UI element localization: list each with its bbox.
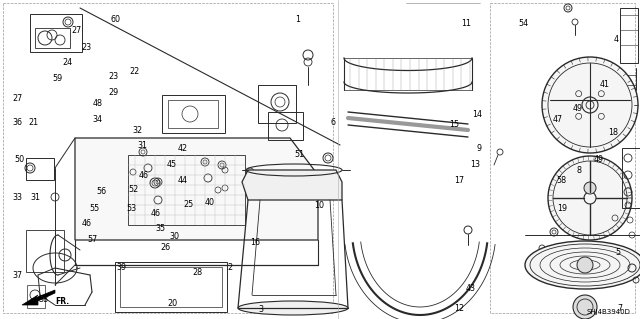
Text: 24: 24 — [62, 58, 72, 67]
Circle shape — [577, 257, 593, 273]
Text: 37: 37 — [13, 271, 23, 280]
Text: 19: 19 — [557, 204, 567, 213]
Text: 1: 1 — [295, 15, 300, 24]
Text: FR.: FR. — [55, 298, 69, 307]
Text: 51: 51 — [294, 150, 305, 159]
Text: 26: 26 — [160, 243, 170, 252]
Bar — [620, 8, 638, 63]
Text: 45: 45 — [166, 160, 177, 169]
Bar — [3, 3, 333, 313]
Text: 43: 43 — [465, 284, 476, 293]
Text: 46: 46 — [150, 209, 161, 218]
Bar — [26, 158, 54, 180]
Text: 6: 6 — [330, 118, 335, 127]
Bar — [622, 148, 640, 208]
Text: 30: 30 — [169, 232, 179, 241]
Text: 4: 4 — [613, 35, 618, 44]
Text: 46: 46 — [81, 219, 92, 228]
Text: 54: 54 — [518, 19, 529, 28]
Bar — [258, 85, 296, 123]
Text: 22: 22 — [129, 67, 140, 76]
Circle shape — [573, 295, 597, 319]
Text: 34: 34 — [92, 115, 102, 124]
Polygon shape — [22, 290, 55, 305]
Polygon shape — [242, 170, 342, 200]
Text: 31: 31 — [30, 193, 40, 202]
Text: 17: 17 — [454, 176, 465, 185]
Circle shape — [542, 57, 638, 153]
Text: 7: 7 — [617, 304, 622, 313]
Text: 36: 36 — [12, 118, 22, 127]
Text: 25: 25 — [184, 200, 194, 209]
Text: 21: 21 — [28, 118, 38, 127]
Text: 11: 11 — [461, 19, 471, 28]
Text: 14: 14 — [472, 110, 482, 119]
Text: 44: 44 — [177, 176, 188, 185]
Text: 31: 31 — [137, 141, 147, 150]
Text: 42: 42 — [177, 144, 188, 153]
Text: 57: 57 — [88, 235, 98, 244]
Text: 27: 27 — [72, 26, 82, 35]
Text: 3: 3 — [259, 305, 264, 314]
Text: 23: 23 — [81, 43, 92, 52]
Text: 12: 12 — [454, 304, 465, 313]
Bar — [26, 230, 64, 272]
Text: 39: 39 — [116, 263, 127, 272]
Bar — [490, 3, 635, 313]
Ellipse shape — [525, 241, 640, 289]
Text: 23: 23 — [109, 72, 119, 81]
Text: 52: 52 — [128, 185, 138, 194]
Text: 16: 16 — [250, 238, 260, 247]
Text: 49: 49 — [593, 155, 604, 164]
Text: 2: 2 — [228, 263, 233, 272]
Text: 38: 38 — [38, 295, 49, 304]
Text: 59: 59 — [52, 74, 63, 83]
Text: 60: 60 — [110, 15, 120, 24]
Text: 47: 47 — [553, 115, 563, 124]
Text: 56: 56 — [96, 187, 106, 196]
Ellipse shape — [238, 301, 348, 315]
Polygon shape — [75, 138, 318, 240]
Circle shape — [548, 156, 632, 240]
Text: 46: 46 — [139, 171, 149, 180]
Text: 5: 5 — [615, 248, 620, 256]
Bar — [115, 262, 227, 312]
Text: 35: 35 — [155, 224, 165, 233]
Text: 40: 40 — [205, 198, 215, 207]
Text: 15: 15 — [449, 120, 460, 129]
Text: 49: 49 — [572, 104, 582, 113]
Text: 58: 58 — [557, 176, 567, 185]
Text: 13: 13 — [470, 160, 480, 169]
Text: 20: 20 — [168, 299, 178, 308]
Bar — [120, 267, 222, 307]
Text: 50: 50 — [14, 155, 24, 164]
Text: 53: 53 — [126, 204, 136, 213]
Circle shape — [584, 182, 596, 194]
Text: 10: 10 — [314, 201, 324, 210]
Text: 33: 33 — [12, 193, 22, 202]
Text: 32: 32 — [132, 126, 143, 135]
Text: 8: 8 — [577, 166, 582, 175]
Text: SHJ4B3940D: SHJ4B3940D — [586, 309, 630, 315]
Text: 41: 41 — [600, 80, 610, 89]
Text: 27: 27 — [12, 94, 22, 103]
Text: 29: 29 — [109, 88, 119, 97]
Text: 55: 55 — [90, 204, 100, 213]
Text: 28: 28 — [192, 268, 202, 277]
Text: 18: 18 — [608, 128, 618, 137]
Text: 9: 9 — [476, 144, 481, 153]
Bar — [268, 112, 303, 140]
Bar — [30, 14, 82, 52]
Text: 48: 48 — [92, 99, 102, 108]
